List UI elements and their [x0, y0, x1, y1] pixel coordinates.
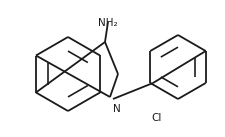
Text: N: N: [113, 104, 121, 114]
Text: Cl: Cl: [152, 113, 162, 123]
Text: NH₂: NH₂: [98, 18, 118, 28]
